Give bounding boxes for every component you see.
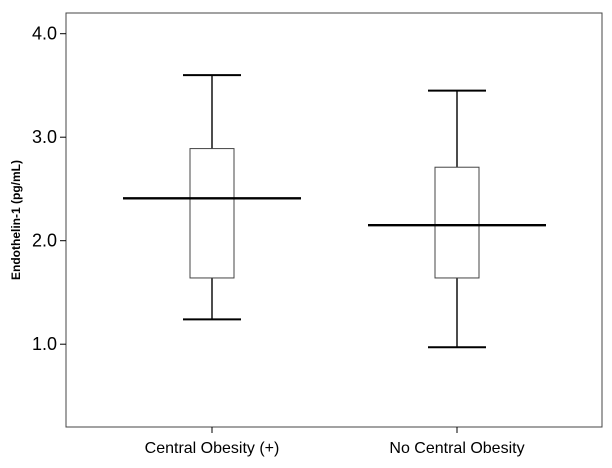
- y-tick-label: 2.0: [32, 231, 57, 251]
- x-category-label: Central Obesity (+): [145, 440, 280, 457]
- box-series: [123, 74, 546, 349]
- y-tick-label: 3.0: [32, 127, 57, 147]
- box-1: [123, 74, 301, 321]
- x-category-label: No Central Obesity: [389, 440, 524, 457]
- y-tick-label: 1.0: [32, 334, 57, 354]
- y-tick-label: 4.0: [32, 24, 57, 44]
- y-axis-ticks: 1.0 2.0 3.0 4.0: [32, 24, 66, 354]
- plot-area: [65, 12, 603, 428]
- x-axis-ticks: Central Obesity (+) No Central Obesity: [145, 427, 525, 457]
- box-2: [368, 89, 546, 349]
- iqr-box: [189, 148, 235, 279]
- y-axis-title: Endothelin-1 (pg/mL): [9, 160, 23, 280]
- iqr-box: [434, 166, 480, 279]
